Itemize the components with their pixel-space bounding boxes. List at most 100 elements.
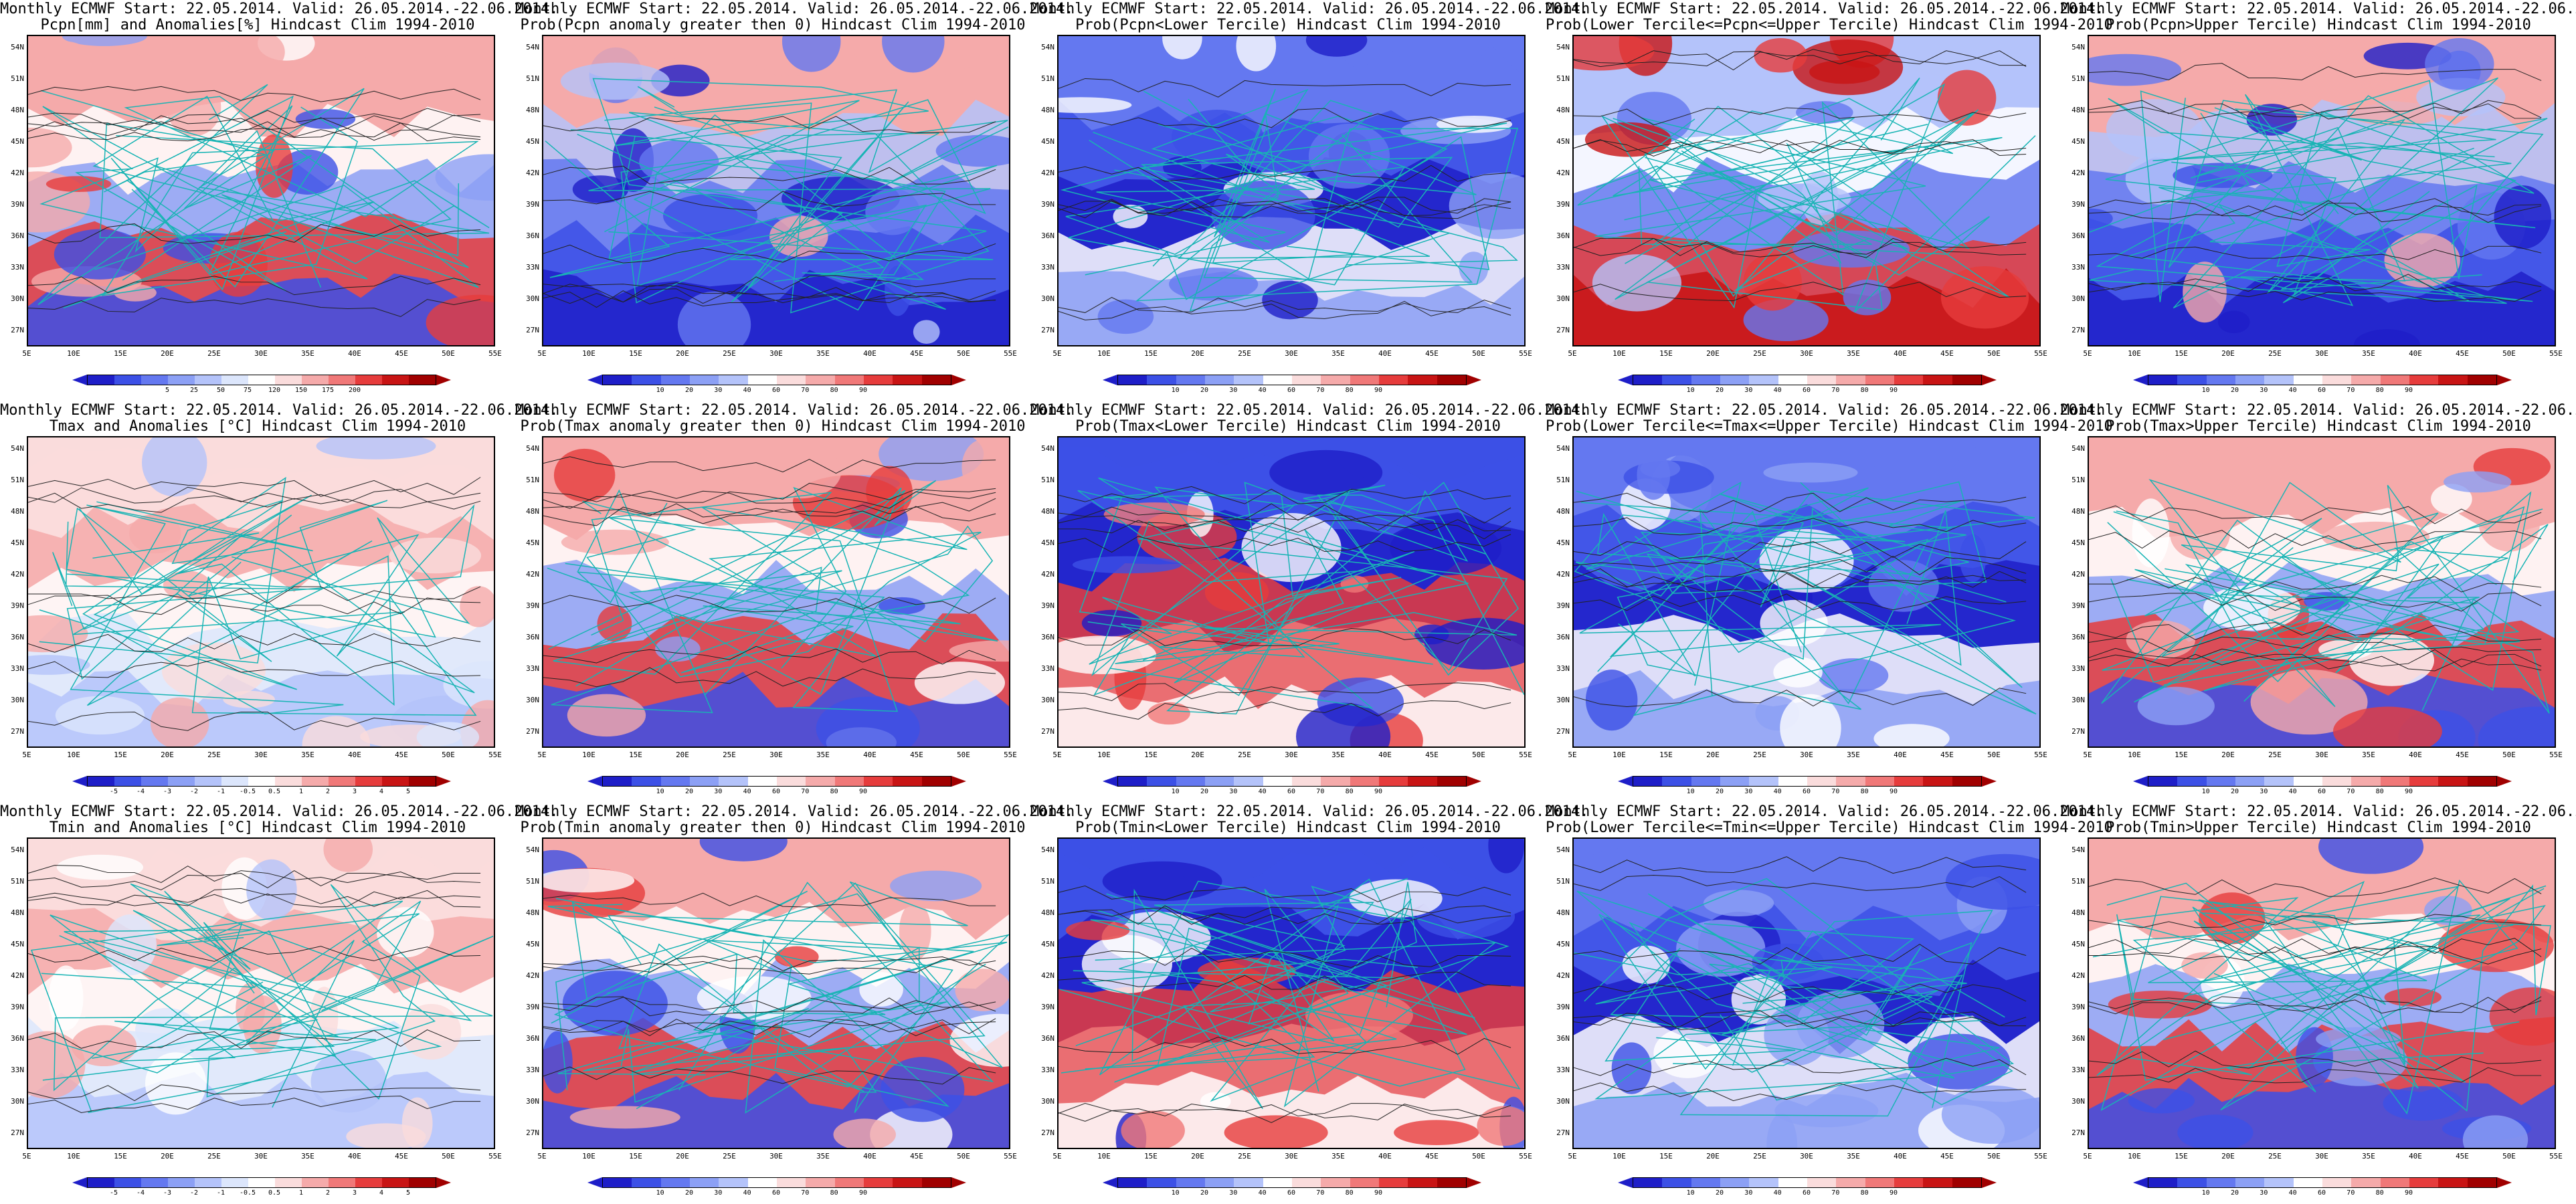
lon-label: 10E — [67, 1152, 80, 1161]
colorbar-tick-label: 70 — [801, 1189, 810, 1197]
colorbar-tick-label: 60 — [771, 788, 781, 795]
lat-label: 30N — [11, 696, 24, 704]
panel-title-line2: Prob(Tmin anomaly greater then 0) Hindca… — [520, 819, 1026, 836]
colorbar-segment — [1321, 375, 1350, 385]
panel-title-line2: Prob(Tmax>Upper Tercile) Hindcast Clim 1… — [2106, 418, 2531, 435]
panel-title-line2: Prob(Lower Tercile<=Pcpn<=Upper Tercile)… — [1546, 17, 2113, 33]
lon-label: 45E — [910, 750, 923, 759]
colorbar-segment — [806, 375, 835, 385]
colorbar — [1633, 776, 1982, 787]
lat-label: 45N — [1556, 940, 1570, 948]
lat-label: 27N — [1556, 326, 1570, 334]
colorbar-segment — [834, 777, 864, 786]
lat-label: 27N — [2072, 1128, 2085, 1137]
lon-label: 45E — [395, 1152, 408, 1161]
lat-label: 30N — [1556, 696, 1570, 704]
colorbar-segment — [2380, 375, 2409, 385]
colorbar-segment — [248, 777, 275, 786]
colorbar-segment — [1662, 375, 1691, 385]
forecast-map — [542, 35, 1010, 346]
colorbar-tick-label: -1 — [216, 1189, 225, 1197]
lon-label: 20E — [161, 1152, 174, 1161]
colorbar-tick-label: 1 — [298, 1189, 304, 1197]
colorbar-segment — [1894, 375, 1924, 385]
colorbar-segment — [2293, 1178, 2322, 1187]
colorbar-tick-label: 90 — [1374, 387, 1383, 394]
colorbar-arrow-right — [1982, 776, 1997, 787]
colorbar-segment — [1291, 1178, 1321, 1187]
colorbar-tick-label: 90 — [858, 387, 868, 394]
colorbar — [87, 776, 436, 787]
colorbar-segment — [2235, 777, 2265, 786]
lon-label: 20E — [1706, 1152, 1720, 1161]
colorbar-segment — [1204, 1178, 1234, 1187]
lat-label: 54N — [1041, 845, 1054, 854]
lat-label: 27N — [11, 1128, 24, 1137]
lon-label: 25E — [723, 1152, 736, 1161]
colorbar-segment — [1234, 1178, 1263, 1187]
lon-label: 50E — [1472, 750, 1485, 759]
lat-label: 30N — [526, 1097, 539, 1106]
colorbar-tick-label: 80 — [2375, 1189, 2384, 1197]
lat-label: 36N — [2072, 633, 2085, 641]
colorbar-tick-label: 90 — [2404, 387, 2413, 394]
colorbar-arrow-right — [1982, 1177, 1997, 1188]
lon-label: 25E — [1238, 750, 1251, 759]
lon-label: 55E — [1519, 750, 1532, 759]
colorbar — [1117, 375, 1467, 385]
colorbar-segment — [248, 375, 275, 385]
colorbar-arrow-right — [951, 776, 966, 787]
lat-label: 27N — [2072, 727, 2085, 736]
colorbar-tick-label: 20 — [684, 387, 694, 394]
lat-label: 48N — [526, 106, 539, 114]
colorbar-segment — [248, 1178, 275, 1187]
colorbar-segment — [355, 1178, 382, 1187]
colorbar-segment — [2206, 375, 2235, 385]
lat-label: 48N — [526, 908, 539, 917]
lon-label: 45E — [2456, 750, 2469, 759]
colorbar-segment — [1691, 777, 1720, 786]
lat-label: 51N — [1556, 74, 1570, 83]
lat-label: 54N — [2072, 444, 2085, 453]
colorbar-segment — [1836, 1178, 1865, 1187]
lon-label: 45E — [2456, 1152, 2469, 1161]
panel-title-line1: Monthly ECMWF Start: 22.05.2014. Valid: … — [2061, 402, 2576, 419]
lat-label: 30N — [1556, 294, 1570, 303]
lon-label: 20E — [161, 750, 174, 759]
lon-label: 45E — [2456, 349, 2469, 358]
lon-label: 35E — [816, 1152, 830, 1161]
colorbar-arrow-right — [2497, 375, 2512, 385]
colorbar-segment — [632, 375, 661, 385]
lat-label: 33N — [2072, 1066, 2085, 1074]
forecast-map — [1057, 35, 1526, 346]
lat-label: 51N — [1041, 476, 1054, 484]
colorbar-tick-label: 0.5 — [268, 1189, 281, 1197]
map-panel: Monthly ECMWF Start: 22.05.2014. Valid: … — [515, 0, 1073, 401]
lon-label: 35E — [816, 750, 830, 759]
lat-label: 48N — [1556, 908, 1570, 917]
colorbar-tick-label: 20 — [2230, 788, 2239, 795]
colorbar-segment — [834, 375, 864, 385]
lon-label: 30E — [1800, 349, 1813, 358]
colorbar-tick-label: 90 — [858, 788, 868, 795]
colorbar-segment — [2264, 375, 2294, 385]
colorbar-tick-label: 60 — [2317, 788, 2326, 795]
lon-label: 35E — [1331, 349, 1345, 358]
map-field — [1574, 437, 2039, 746]
lat-label: 33N — [11, 263, 24, 272]
colorbar-segment — [893, 375, 922, 385]
colorbar-segment — [141, 375, 168, 385]
panel-title-line1: Monthly ECMWF Start: 22.05.2014. Valid: … — [1546, 402, 2104, 419]
lon-label: 30E — [1285, 349, 1298, 358]
lon-label: 5E — [1568, 349, 1577, 358]
lat-label: 27N — [526, 727, 539, 736]
colorbar-tick-label: 4 — [379, 1189, 384, 1197]
colorbar-segment — [141, 777, 168, 786]
lon-label: 5E — [537, 349, 547, 358]
colorbar-segment — [1952, 1178, 1981, 1187]
colorbar-tick-label: 4 — [379, 788, 384, 795]
colorbar-tick-label: -3 — [163, 788, 172, 795]
map-field — [2089, 839, 2555, 1148]
colorbar-tick-label: -5 — [109, 1189, 118, 1197]
lat-label: 45N — [526, 538, 539, 547]
